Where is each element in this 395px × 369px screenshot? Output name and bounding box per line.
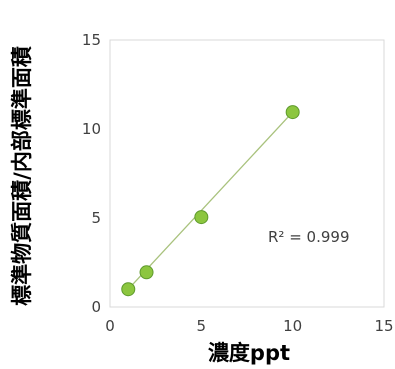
- data-point: [285, 105, 300, 120]
- data-point: [121, 282, 136, 297]
- y-tick-label: 15: [82, 31, 101, 49]
- x-tick-labels: 0 5 10 15: [105, 317, 393, 335]
- y-tick-label: 5: [91, 209, 101, 227]
- x-tick-label: 0: [105, 317, 115, 335]
- r-squared-annotation: R² = 0.999: [268, 228, 349, 246]
- x-tick-label: 5: [197, 317, 207, 335]
- x-tick-label: 10: [283, 317, 302, 335]
- data-point: [194, 210, 209, 225]
- data-points: [121, 105, 300, 297]
- x-axis-title: 濃度ppt: [208, 341, 290, 365]
- data-point: [139, 265, 154, 280]
- y-tick-label: 0: [91, 298, 101, 316]
- y-axis-title: 標準物質面積/内部標準面積: [10, 45, 34, 306]
- trendline: [127, 111, 294, 290]
- plot-area-frame: [109, 39, 385, 308]
- x-tick-label: 15: [374, 317, 393, 335]
- y-tick-label: 10: [82, 120, 101, 138]
- y-tick-labels: 0 5 10 15: [82, 31, 101, 316]
